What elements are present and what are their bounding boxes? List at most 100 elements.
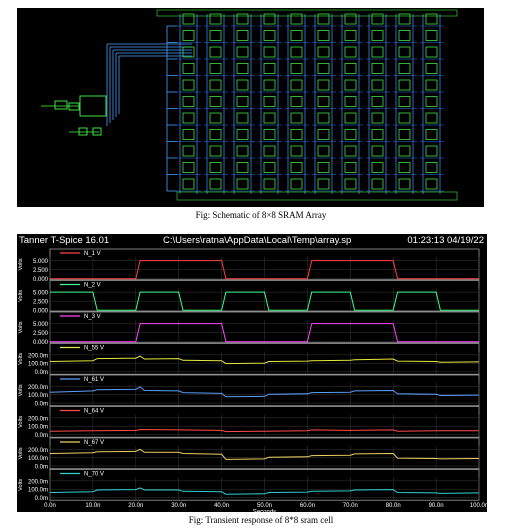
sram-cell [425, 145, 438, 157]
y-tick-label: 0.0m [35, 402, 48, 408]
sram-cell [263, 145, 276, 157]
schematic-drawing [41, 9, 458, 201]
y-tick-label: 0.0m [35, 496, 48, 502]
x-tick-label: 30.0n [171, 503, 186, 509]
sram-cell [236, 96, 249, 107]
sram-cell [290, 79, 303, 91]
sram-cell [317, 178, 330, 190]
sram-cell [236, 46, 249, 58]
x-tick-label: 10.0n [85, 503, 100, 509]
waveform-viewer: Tanner T-Spice 16.01 C:\Users\ratna\AppD… [17, 234, 487, 512]
sram-cell [425, 162, 438, 173]
sram-cell [236, 30, 249, 41]
sram-cell [263, 46, 276, 58]
sram-cell [209, 46, 222, 58]
sram-cell [263, 112, 276, 124]
y-axis-label: Volts [18, 321, 24, 333]
y-tick-label: 100.0m [28, 425, 48, 431]
sram-cell [290, 178, 303, 190]
sram-cell [263, 63, 276, 74]
sram-cell [182, 13, 195, 25]
sram-cell [263, 178, 276, 190]
x-tick-label: 0.0n [44, 503, 56, 509]
sram-cell [371, 112, 384, 124]
sram-cell [263, 13, 276, 25]
app-title: Tanner T-Spice 16.01 [19, 235, 110, 246]
sram-cell [209, 112, 222, 124]
sram-cell [236, 178, 249, 190]
input-gate [92, 127, 102, 136]
y-tick-label: 0.0m [35, 433, 48, 439]
sram-cell [290, 13, 303, 25]
sram-cell [371, 178, 384, 190]
sram-cell [398, 112, 411, 124]
sram-cell [263, 96, 276, 107]
sram-cell [209, 96, 222, 107]
sram-cell [398, 162, 411, 173]
series-line [49, 487, 480, 495]
series-line [50, 260, 479, 280]
x-axis-label: Seconds [253, 510, 276, 512]
y-axis-label: Volts [18, 416, 24, 428]
sram-cell [209, 145, 222, 157]
sram-cell [371, 30, 384, 41]
sram-cell [182, 46, 195, 58]
sram-cell [398, 30, 411, 41]
sram-array-schematic [17, 8, 484, 207]
sram-cell [398, 178, 411, 190]
sram-cell [344, 46, 357, 58]
schematic-caption: Fig: Schematic of 8×8 SRAM Array [195, 210, 327, 220]
sram-cell [344, 145, 357, 157]
sram-cell [425, 13, 438, 25]
sram-cell [182, 63, 195, 74]
y-tick-label: 200.0m [28, 353, 48, 359]
sram-cell [236, 63, 249, 74]
x-tick-label: 100.0n [470, 503, 487, 509]
decoder-block [79, 95, 107, 117]
sram-cell [317, 112, 330, 124]
sram-cell [209, 129, 222, 140]
y-tick-label: 5.000 [33, 322, 49, 328]
sram-cell [290, 129, 303, 140]
sram-cell [182, 145, 195, 157]
sram-cell [317, 145, 330, 157]
y-tick-label: 2.500 [33, 300, 49, 306]
input-gate [68, 102, 80, 111]
sram-cell [290, 162, 303, 173]
y-tick-label: 200.0m [28, 385, 48, 391]
sram-cell [290, 30, 303, 41]
x-tick-label: 60.0n [300, 503, 315, 509]
sram-cell [398, 129, 411, 140]
sram-cell [263, 79, 276, 91]
legend-label: N_2 V [84, 283, 101, 289]
sram-cell [236, 79, 249, 91]
sram-cell [425, 112, 438, 124]
y-axis-label: Volts [18, 290, 24, 302]
input-gate [54, 100, 68, 110]
sram-cell [209, 30, 222, 41]
y-tick-label: 0.000 [33, 309, 49, 315]
sram-cell [425, 79, 438, 91]
x-tick-label: 50.0n [257, 503, 272, 509]
sram-cell [209, 79, 222, 91]
sram-cell [182, 129, 195, 140]
sram-cell [317, 162, 330, 173]
sram-cell [371, 162, 384, 173]
sram-cell [344, 13, 357, 25]
y-tick-label: 5.000 [33, 291, 49, 297]
sram-cell [182, 112, 195, 124]
sram-cell [425, 96, 438, 107]
sram-cell [425, 178, 438, 190]
sram-cell [398, 79, 411, 91]
sram-cell [290, 46, 303, 58]
sram-cell [398, 13, 411, 25]
y-axis-label: Volts [18, 384, 24, 396]
sram-cell [344, 63, 357, 74]
sram-cell [344, 112, 357, 124]
sram-cell [209, 162, 222, 173]
sram-cell [398, 63, 411, 74]
sram-cell [371, 145, 384, 157]
sram-cell [290, 145, 303, 157]
y-axis-label: Volts [18, 479, 24, 491]
series-line [50, 291, 479, 311]
